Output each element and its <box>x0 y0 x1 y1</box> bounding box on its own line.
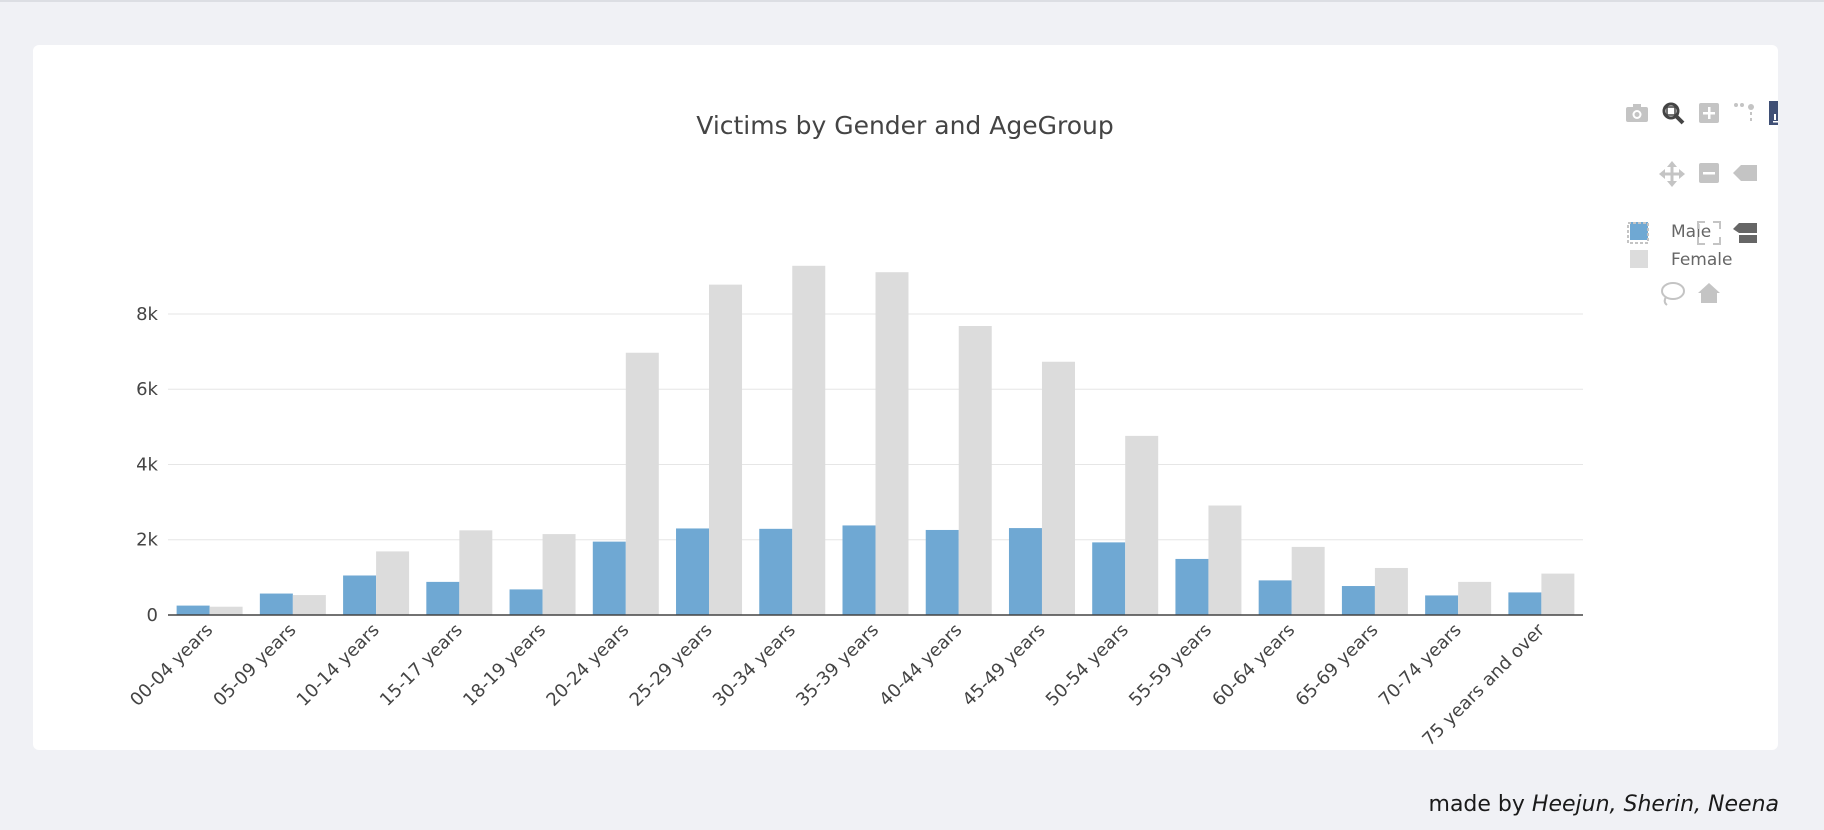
bar-female-16[interactable] <box>1541 573 1575 615</box>
bar-male-8[interactable] <box>842 525 876 615</box>
bar-female-8[interactable] <box>875 272 909 615</box>
bar-male-5[interactable] <box>592 541 626 615</box>
bar-male-9[interactable] <box>925 529 959 615</box>
bar-female-15[interactable] <box>1458 581 1492 615</box>
legend-item-female[interactable]: Female <box>1630 250 1732 270</box>
chart-card: Victims by Gender and AgeGroup 0 2k 4k 6k 8k… <box>33 45 1778 750</box>
x-tick-label: 00-04 years <box>126 620 217 711</box>
x-tick-label: 30-34 years <box>709 620 800 711</box>
bar-male-1[interactable] <box>259 593 293 615</box>
bar-female-1[interactable] <box>292 595 326 615</box>
x-tick-label: 15-17 years <box>376 620 467 711</box>
bar-female-2[interactable] <box>376 551 410 615</box>
y-axis: 0 2k 4k 6k 8k <box>136 304 158 626</box>
autoscale-icon[interactable] <box>1697 221 1721 245</box>
chart-title: Victims by Gender and AgeGroup <box>696 111 1113 140</box>
x-tick-label: 40-44 years <box>875 620 966 711</box>
zoom-in-icon[interactable] <box>1699 103 1719 123</box>
plotly-logo-icon[interactable] <box>1769 101 1778 125</box>
x-tick-label: 20-24 years <box>542 620 633 711</box>
y-tick-label: 0 <box>147 605 158 626</box>
bar-female-3[interactable] <box>459 530 493 615</box>
x-tick-label: 60-64 years <box>1208 620 1299 711</box>
bars <box>176 265 1575 616</box>
top-divider <box>0 0 1824 2</box>
legend-swatch <box>1630 250 1648 268</box>
y-tick-label: 8k <box>136 304 158 325</box>
legend-item-male[interactable]: Male <box>1630 222 1711 242</box>
x-tick-label: 05-09 years <box>209 620 300 711</box>
bar-female-7[interactable] <box>792 265 826 615</box>
modebar <box>1626 101 1778 306</box>
bar-male-2[interactable] <box>343 575 377 615</box>
hover-closest-icon[interactable] <box>1733 165 1757 181</box>
footer-credit: made by Heejun, Sherin, Neena <box>1429 792 1779 817</box>
bar-male-4[interactable] <box>509 589 543 615</box>
bar-male-6[interactable] <box>676 528 710 615</box>
x-tick-label: 18-19 years <box>459 620 550 711</box>
bar-male-13[interactable] <box>1258 580 1292 615</box>
bar-male-3[interactable] <box>426 581 460 615</box>
box-select-icon[interactable] <box>1627 222 1649 244</box>
x-tick-label: 10-14 years <box>293 620 384 711</box>
footer-authors: Heejun, Sherin, Neena <box>1531 792 1779 817</box>
spike-lines-icon[interactable] <box>1734 103 1754 121</box>
bar-chart: Victims by Gender and AgeGroup 0 2k 4k 6k 8k… <box>126 101 1778 750</box>
zoom-icon[interactable] <box>1662 102 1685 125</box>
bar-female-0[interactable] <box>209 606 243 615</box>
bar-female-9[interactable] <box>958 326 992 615</box>
bar-male-10[interactable] <box>1008 528 1042 615</box>
legend-label: Male <box>1671 222 1711 242</box>
x-tick-label: 55-59 years <box>1125 620 1216 711</box>
reset-axes-icon[interactable] <box>1698 283 1720 303</box>
bar-female-14[interactable] <box>1374 567 1408 615</box>
bar-male-0[interactable] <box>176 605 210 615</box>
y-tick-label: 2k <box>136 530 158 551</box>
x-tick-label: 70-74 years <box>1375 620 1466 711</box>
bar-male-14[interactable] <box>1341 586 1375 615</box>
bar-female-13[interactable] <box>1291 546 1325 615</box>
bar-male-15[interactable] <box>1425 595 1459 615</box>
bar-female-6[interactable] <box>709 284 743 615</box>
y-tick-label: 4k <box>136 454 158 475</box>
camera-icon[interactable] <box>1626 104 1648 122</box>
bar-female-4[interactable] <box>542 534 576 615</box>
pan-icon[interactable] <box>1659 161 1685 187</box>
bar-male-12[interactable] <box>1175 558 1209 615</box>
x-tick-label: 35-39 years <box>792 620 883 711</box>
bar-female-5[interactable] <box>625 352 659 615</box>
lasso-select-icon[interactable] <box>1661 282 1685 306</box>
x-tick-label: 45-49 years <box>959 620 1050 711</box>
x-tick-label: 65-69 years <box>1292 620 1383 711</box>
bar-male-7[interactable] <box>759 528 793 615</box>
zoom-out-icon[interactable] <box>1699 163 1719 183</box>
hover-compare-icon[interactable] <box>1733 223 1757 243</box>
x-tick-label: 50-54 years <box>1042 620 1133 711</box>
bar-male-16[interactable] <box>1508 592 1542 615</box>
bar-male-11[interactable] <box>1092 542 1126 615</box>
bar-female-10[interactable] <box>1041 361 1075 615</box>
y-tick-label: 6k <box>136 379 158 400</box>
bar-female-12[interactable] <box>1208 505 1242 616</box>
footer-prefix: made by <box>1428 792 1525 817</box>
legend-label: Female <box>1671 250 1732 270</box>
x-tick-label: 25-29 years <box>626 620 717 711</box>
legend[interactable]: Male Female <box>1630 222 1732 270</box>
bar-female-11[interactable] <box>1125 435 1159 615</box>
legend-swatch <box>1630 222 1648 240</box>
